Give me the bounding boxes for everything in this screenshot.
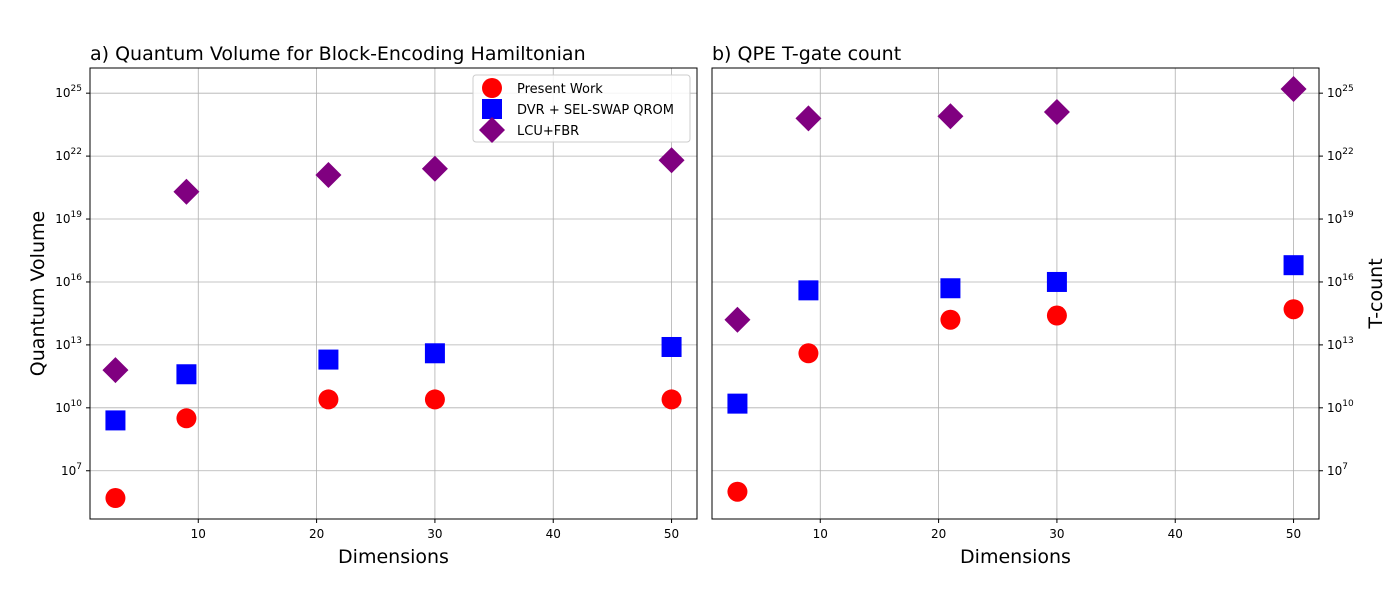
x-tick-label: 30 [1049, 527, 1064, 541]
legend-marker-circle [482, 78, 502, 98]
y-tick-label: 1022 [1327, 147, 1354, 163]
y-tick-label: 107 [1327, 462, 1348, 478]
y-tick-label: 1013 [55, 336, 82, 352]
data-point-square [318, 349, 339, 370]
x-tick-label: 10 [191, 527, 206, 541]
x-tick-label: 50 [664, 527, 679, 541]
data-point-circle [176, 408, 197, 429]
y-tick-label: 1016 [55, 273, 82, 289]
y-tick-label: 1022 [55, 147, 82, 163]
data-point-circle [798, 343, 819, 364]
x-axis-label: Dimensions [338, 546, 449, 568]
data-point-circle [424, 389, 445, 410]
data-point-square [1283, 255, 1304, 276]
data-point-circle [727, 481, 748, 502]
x-axis-label: Dimensions [960, 546, 1071, 568]
data-point-diamond [102, 357, 129, 384]
y-tick-label: 1010 [55, 399, 82, 415]
chart-title: b) QPE T-gate count [712, 43, 901, 65]
x-tick-label: 10 [813, 527, 828, 541]
data-point-square [727, 393, 748, 414]
chart-panel-2: 10 20 30 40 50 107 1010 1013 1016 1019 1022 1025 b) … [711, 43, 1387, 568]
data-point-square [176, 364, 197, 385]
data-point-circle [318, 389, 339, 410]
x-tick-label: 50 [1286, 527, 1301, 541]
data-point-diamond [1280, 75, 1307, 102]
legend: Present Work DVR + SEL-SWAP QROM LCU+FBR [472, 74, 691, 143]
data-point-square [940, 278, 961, 299]
legend-marker-square [482, 99, 502, 119]
chart-panel-1: 10 20 30 40 50 107 1010 1013 1016 1019 1022 1025 a) … [27, 43, 698, 568]
x-tick-label: 40 [546, 527, 561, 541]
data-point-square [661, 336, 682, 357]
legend-marker-diamond [479, 117, 505, 143]
y-tick-label: 1025 [1327, 84, 1354, 100]
y-tick-label: 1019 [55, 210, 82, 226]
data-point-circle [1283, 299, 1304, 320]
legend-label: DVR + SEL-SWAP QROM [517, 103, 674, 118]
y-tick-label: 1010 [1327, 399, 1354, 415]
y-axis-label: T-count [1365, 258, 1387, 329]
data-point-circle [940, 309, 961, 330]
data-point-square [798, 280, 819, 301]
chart-title: a) Quantum Volume for Block-Encoding Ham… [90, 43, 586, 65]
data-point-diamond [937, 103, 964, 130]
data-point-diamond [421, 155, 448, 182]
data-point-diamond [173, 178, 200, 205]
data-point-square [105, 410, 126, 431]
data-point-diamond [724, 306, 751, 333]
data-point-diamond [1043, 99, 1070, 126]
data-point-diamond [315, 161, 342, 188]
legend-label: Present Work [517, 82, 603, 97]
y-tick-label: 1013 [1327, 336, 1354, 352]
y-tick-label: 1016 [1327, 273, 1354, 289]
x-tick-label: 30 [427, 527, 442, 541]
data-point-circle [105, 488, 126, 509]
y-tick-label: 1025 [55, 84, 82, 100]
x-tick-label: 20 [309, 527, 324, 541]
plot-frame [711, 67, 1320, 520]
data-point-circle [1046, 305, 1067, 326]
y-axis-label: Quantum Volume [27, 211, 49, 376]
x-tick-label: 40 [1168, 527, 1183, 541]
data-point-square [424, 343, 445, 364]
data-point-diamond [795, 105, 822, 132]
data-point-diamond [658, 147, 685, 174]
data-point-circle [661, 389, 682, 410]
legend-label: LCU+FBR [517, 124, 579, 139]
x-tick-label: 20 [931, 527, 946, 541]
y-tick-label: 1019 [1327, 210, 1354, 226]
plot-frame [89, 67, 698, 520]
y-tick-label: 107 [61, 462, 82, 478]
data-point-square [1046, 271, 1067, 292]
legend-box [472, 74, 691, 143]
